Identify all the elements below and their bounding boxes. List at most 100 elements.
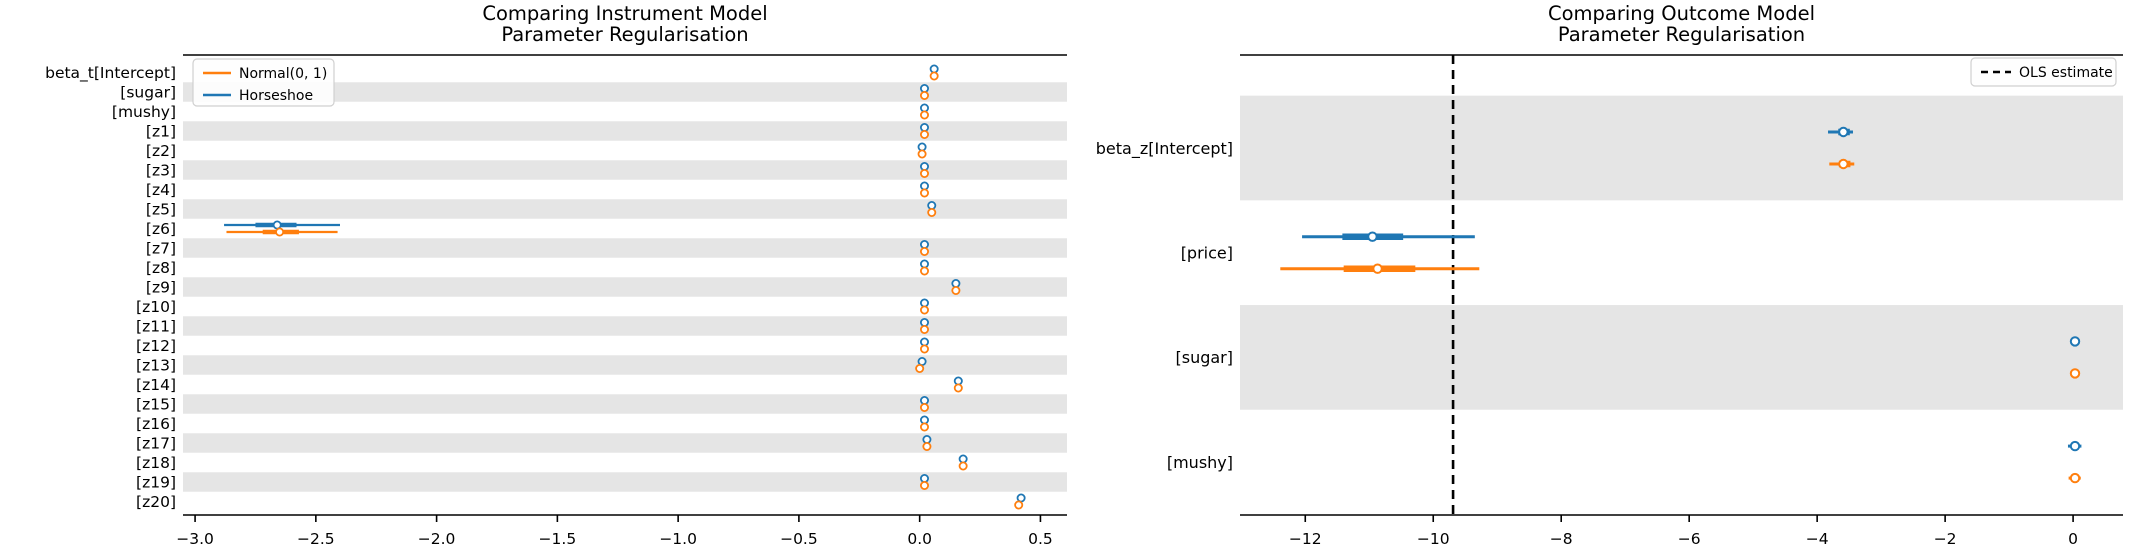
row-band: [1240, 305, 2123, 410]
y-axis-label: [z19]: [136, 474, 176, 492]
normal-median-marker: [2069, 368, 2081, 379]
y-axis-label: [z6]: [146, 220, 176, 238]
normal-median-marker: [1014, 500, 1024, 510]
normal-median-marker: [919, 129, 929, 139]
y-axis-label: [sugar]: [1176, 348, 1234, 367]
instrument-forest-plot: −3.0 −2.5 −2.0 −1.5 −1.0 −0.5 0.0 0.5 beta_t[Int…: [45, 2, 1067, 548]
y-axis-label: [z16]: [136, 415, 176, 433]
x-tick-label: −12: [1289, 530, 1322, 548]
row-band: [183, 433, 1067, 453]
x-tick-label: −2: [1934, 530, 1957, 548]
normal-median-marker: [917, 149, 927, 159]
normal-median-marker: [919, 324, 929, 334]
plot-title: Comparing Instrument Model: [482, 2, 767, 25]
normal-median-marker: [919, 188, 929, 198]
x-tick-label: −6: [1678, 530, 1701, 548]
legend-label: Horseshoe: [239, 88, 313, 104]
row-band: [183, 82, 1067, 102]
row-band: [183, 121, 1067, 141]
y-axis-label: [z11]: [136, 318, 176, 336]
y-axis-label: [z12]: [136, 337, 176, 355]
normal-median-marker: [919, 480, 929, 490]
normal-median-marker: [919, 168, 929, 178]
y-axis-label: [z3]: [146, 162, 176, 180]
x-tick-label: −2.0: [418, 530, 456, 548]
normal-median-marker: [915, 363, 925, 373]
row-band: [183, 394, 1067, 414]
x-tick-label: −0.5: [780, 530, 818, 548]
normal-median-marker: [919, 422, 929, 432]
normal-median-marker: [929, 71, 939, 81]
x-tick-label: 0.5: [1028, 530, 1053, 548]
y-axis-label: [price]: [1181, 243, 1233, 262]
y-axis-label: [z15]: [136, 396, 176, 414]
normal-median-marker: [1372, 263, 1383, 274]
y-axis-label: beta_t[Intercept]: [45, 64, 176, 83]
normal-median-marker: [951, 285, 961, 295]
legend: OLS estimate: [1970, 57, 2117, 87]
row-band: [183, 199, 1067, 219]
y-axis-label: [z8]: [146, 259, 176, 277]
row-band: [183, 355, 1067, 375]
x-tick-label: −8: [1550, 530, 1573, 548]
y-axis-label: [z10]: [136, 298, 176, 316]
y-axis-label: [mushy]: [112, 103, 176, 121]
x-tick-label: 0.0: [907, 530, 932, 548]
legend-label: OLS estimate: [2019, 65, 2113, 81]
row-band: [183, 316, 1067, 336]
horseshoe-median-marker: [2069, 336, 2081, 347]
y-axis-label: [sugar]: [120, 84, 176, 102]
normal-median-marker: [927, 207, 937, 217]
y-axis-label: [z9]: [146, 279, 176, 297]
horseshoe-median-marker: [1838, 126, 1849, 138]
normal-median-marker: [275, 227, 285, 237]
legend-box: [1970, 57, 2117, 87]
plot-title: Parameter Regularisation: [1558, 23, 1805, 46]
normal-median-marker: [958, 461, 968, 471]
y-axis-label: [z14]: [136, 376, 176, 394]
y-axis-label: [z18]: [136, 454, 176, 472]
x-tick-label: −4: [1806, 530, 1829, 548]
row-band: [183, 160, 1067, 180]
y-axis-label: [z17]: [136, 435, 176, 453]
row-band: [1240, 95, 2123, 201]
row-band: [183, 238, 1067, 258]
outcome-forest-plot: −12 −10 −8 −6 −4 −2 0 beta_z[Intercept] [price] […: [1096, 2, 2123, 548]
y-axis-label: [z1]: [146, 123, 176, 141]
normal-median-marker: [919, 91, 929, 101]
plot-title: Parameter Regularisation: [501, 23, 748, 46]
y-axis-label: [z20]: [136, 493, 176, 511]
normal-median-marker: [953, 383, 963, 393]
y-axis-label: [z5]: [146, 201, 176, 219]
x-tick-label: −1.0: [659, 530, 697, 548]
x-tick-label: −3.0: [176, 530, 214, 548]
y-axis-label: [z13]: [136, 357, 176, 375]
legend: Normal(0, 1) Horseshoe: [192, 58, 335, 107]
normal-median-marker: [919, 246, 929, 256]
row-band: [183, 472, 1067, 492]
normal-median-marker: [919, 266, 929, 276]
row-band: [183, 277, 1067, 297]
plot-title: Comparing Outcome Model: [1548, 2, 1815, 25]
horseshoe-median-marker: [2069, 440, 2081, 452]
normal-median-marker: [919, 402, 929, 412]
legend-label: Normal(0, 1): [239, 66, 327, 82]
normal-median-marker: [919, 305, 929, 315]
normal-median-marker: [919, 110, 929, 120]
normal-median-marker: [922, 441, 932, 451]
normal-median-marker: [1838, 158, 1849, 170]
x-tick-label: 0: [2068, 530, 2078, 548]
x-tick-label: −1.5: [539, 530, 577, 548]
y-axis-label: beta_z[Intercept]: [1096, 139, 1233, 159]
x-tick-label: −10: [1417, 530, 1450, 548]
horseshoe-median-marker: [1367, 231, 1378, 242]
y-axis-label: [z2]: [146, 142, 176, 160]
x-tick-label: −2.5: [297, 530, 335, 548]
y-axis-label: [z7]: [146, 240, 176, 258]
y-axis-label: [mushy]: [1167, 453, 1233, 472]
y-axis-label: [z4]: [146, 181, 176, 199]
normal-median-marker: [2069, 472, 2081, 484]
normal-median-marker: [919, 344, 929, 354]
